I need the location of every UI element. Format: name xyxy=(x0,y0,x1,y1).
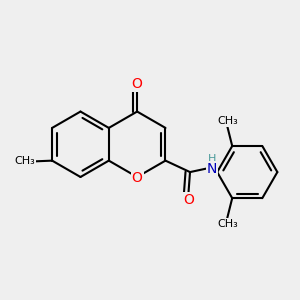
Text: CH₃: CH₃ xyxy=(218,116,238,126)
Text: H: H xyxy=(208,154,216,164)
Text: O: O xyxy=(183,193,194,207)
Text: CH₃: CH₃ xyxy=(15,157,35,166)
Text: O: O xyxy=(132,171,142,185)
Text: CH₃: CH₃ xyxy=(218,218,238,229)
Text: O: O xyxy=(132,77,142,91)
Text: N: N xyxy=(207,162,217,176)
